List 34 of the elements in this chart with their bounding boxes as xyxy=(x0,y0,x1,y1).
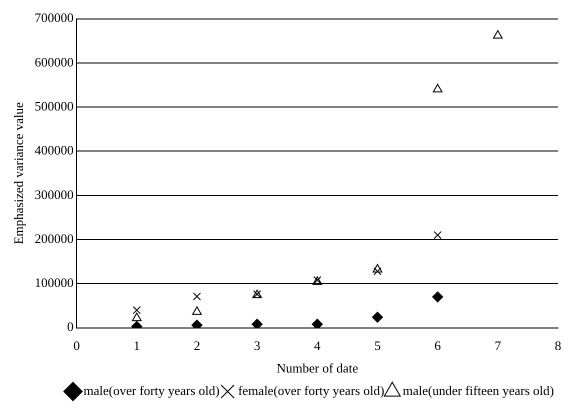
point xyxy=(492,30,503,39)
point xyxy=(192,292,201,300)
y-axis-title: Emphasized variance value xyxy=(11,102,26,244)
point xyxy=(312,318,323,328)
point xyxy=(132,312,142,322)
point xyxy=(252,318,263,328)
y-tick-label: 500000 xyxy=(34,98,74,114)
legend-label: male(under fifteen years old) xyxy=(402,382,554,398)
y-tick-label: 700000 xyxy=(34,10,74,26)
point xyxy=(372,264,382,273)
point xyxy=(432,291,444,302)
legend-label: female(over forty years old) xyxy=(238,382,384,398)
legend-label: male(over forty years old) xyxy=(84,382,220,398)
y-tick-label: 300000 xyxy=(34,186,74,202)
point xyxy=(372,312,383,323)
x-tick-label: 7 xyxy=(494,338,502,354)
point xyxy=(432,84,442,92)
y-tick-label: 600000 xyxy=(34,54,74,70)
y-tick-label: 0 xyxy=(67,319,74,334)
x-tick-label: 8 xyxy=(554,338,562,354)
x-axis-title: Number of date xyxy=(276,360,358,376)
x-tick-label: 5 xyxy=(374,338,381,354)
y-tick-label: 400000 xyxy=(34,142,74,158)
y-tick-label: 100000 xyxy=(34,275,74,290)
x-tick-label: 3 xyxy=(254,338,260,354)
point xyxy=(192,306,202,315)
x-tick-label: 4 xyxy=(314,338,322,354)
x-tick-label: 6 xyxy=(434,338,442,354)
x-tick-label: 2 xyxy=(194,338,200,354)
point xyxy=(434,231,442,240)
x-tick-label: 1 xyxy=(134,338,140,354)
point xyxy=(373,267,382,276)
y-tick-label: 200000 xyxy=(34,230,74,246)
point xyxy=(132,306,141,314)
